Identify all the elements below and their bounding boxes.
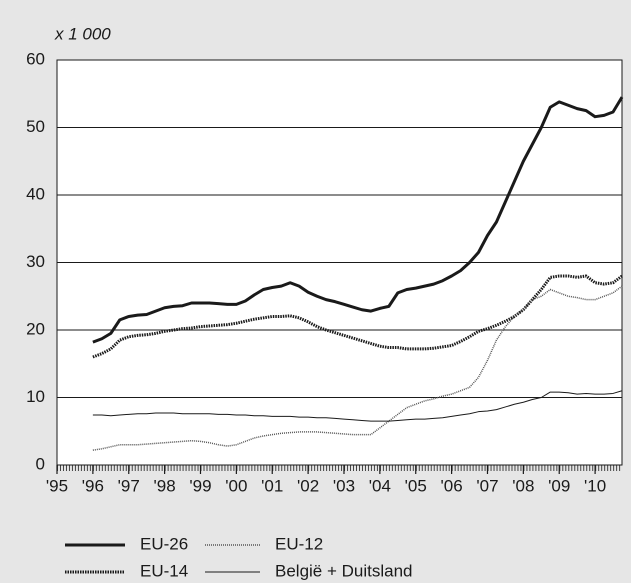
x-tick-label: '01	[261, 476, 283, 495]
y-tick-label: 10	[26, 387, 45, 406]
minor-ticks	[57, 465, 622, 471]
y-unit-label: x 1 000	[54, 24, 111, 43]
y-tick-label: 40	[26, 184, 45, 203]
y-tick-label: 20	[26, 319, 45, 338]
plot-frame	[56, 59, 623, 466]
x-tick-label: '05	[405, 476, 427, 495]
x-tick-label: '99	[189, 476, 211, 495]
y-tick-label: 30	[26, 252, 45, 271]
x-tick-label: '95	[46, 476, 68, 495]
x-tick-label: '00	[225, 476, 247, 495]
y-tick-label: 60	[26, 49, 45, 68]
x-tick-label: '06	[441, 476, 463, 495]
data-line	[92, 274, 623, 359]
x-tick-label: '08	[512, 476, 534, 495]
x-tick-label: '02	[297, 476, 319, 495]
x-tick-label: '09	[548, 476, 570, 495]
x-tick-label: '04	[369, 476, 391, 495]
x-tick-label: '03	[333, 476, 355, 495]
data-line	[92, 390, 623, 422]
x-tick-label: '07	[476, 476, 498, 495]
x-tick-label: '96	[82, 476, 104, 495]
y-tick-label: 50	[26, 117, 45, 136]
x-tick-label: '98	[154, 476, 176, 495]
data-line	[92, 96, 624, 344]
legend-label: EU-14	[140, 561, 188, 580]
y-tick-label: 0	[36, 454, 45, 473]
legend-label: EU-26	[140, 534, 188, 553]
legend-label: EU-12	[275, 534, 323, 553]
x-tick-label: '97	[118, 476, 140, 495]
legend-label: België + Duitsland	[275, 561, 413, 580]
data-line	[92, 285, 623, 451]
x-tick-label: '10	[584, 476, 606, 495]
